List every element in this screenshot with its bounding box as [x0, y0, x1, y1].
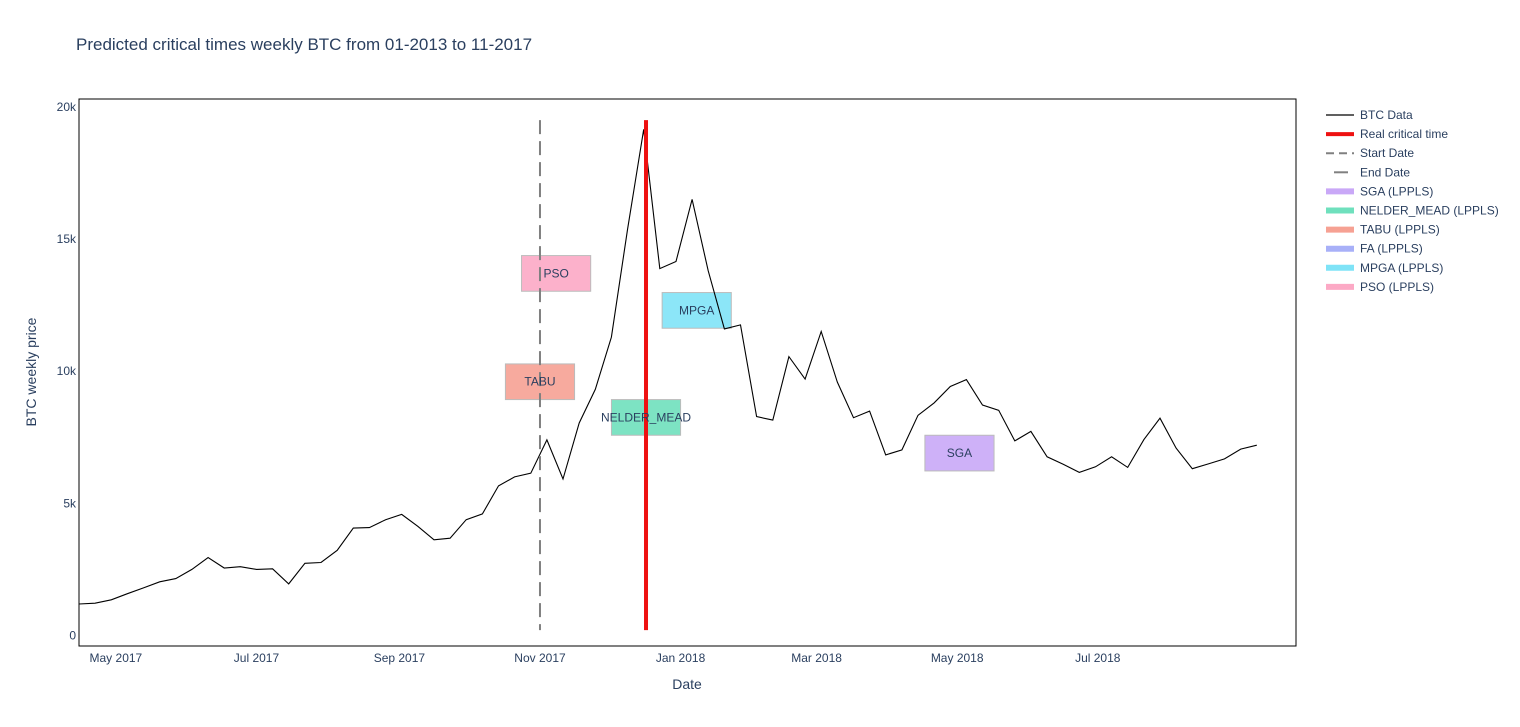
plot-frame — [78, 98, 1297, 647]
legend-item-mpga-lppls[interactable]: MPGA (LPPLS) — [1326, 261, 1443, 275]
series-line-btc-data — [78, 129, 1257, 605]
legend-label: MPGA (LPPLS) — [1360, 261, 1443, 275]
legend-label: PSO (LPPLS) — [1360, 280, 1434, 294]
legend-label: BTC Data — [1360, 108, 1413, 122]
x-tick-label: Jan 2018 — [656, 651, 706, 665]
x-tick-label: Sep 2017 — [374, 651, 426, 665]
legend-label: Real critical time — [1360, 127, 1448, 141]
legend[interactable]: BTC Data Real critical time Start Date End … — [1326, 108, 1499, 294]
y-tick-label: 20k — [57, 100, 77, 114]
legend-item-end-date[interactable]: End Date — [1326, 165, 1410, 179]
y-axis-ticks: 0 5k 10k 15k 20k — [57, 100, 77, 643]
y-tick-label: 0 — [69, 628, 76, 642]
annotations-layer: SGA NELDER_MEAD TABU MPGA PSO — [524, 266, 972, 460]
prediction-box-pso — [521, 255, 592, 292]
legend-item-btc-data[interactable]: BTC Data — [1326, 108, 1413, 122]
x-tick-label: Jul 2018 — [1075, 651, 1121, 665]
prediction-label-tabu: TABU — [524, 375, 555, 389]
prediction-label-pso: PSO — [543, 266, 568, 280]
prediction-label-sga: SGA — [947, 446, 972, 460]
prediction-box-sga — [924, 434, 995, 472]
legend-label: TABU (LPPLS) — [1360, 223, 1440, 237]
legend-item-tabu-lppls[interactable]: TABU (LPPLS) — [1326, 223, 1440, 237]
series-layer — [78, 129, 1257, 605]
legend-item-fa-lppls[interactable]: FA (LPPLS) — [1326, 242, 1423, 256]
x-axis-title: Date — [672, 676, 702, 692]
legend-item-pso-lppls[interactable]: PSO (LPPLS) — [1326, 280, 1434, 294]
x-tick-label: May 2017 — [90, 651, 143, 665]
y-axis-title: BTC weekly price — [23, 317, 39, 426]
x-tick-label: Jul 2017 — [234, 651, 280, 665]
plot-area: SGA NELDER_MEAD TABU MPGA PSO — [78, 98, 1297, 647]
x-tick-label: May 2018 — [931, 651, 984, 665]
markers-layer — [538, 120, 649, 631]
legend-item-real-critical-time[interactable]: Real critical time — [1326, 127, 1448, 141]
y-tick-label: 10k — [57, 364, 77, 378]
chart-title: Predicted critical times weekly BTC from… — [76, 35, 532, 54]
legend-item-sga-lppls[interactable]: SGA (LPPLS) — [1326, 184, 1433, 198]
prediction-label-nelder-mead: NELDER_MEAD — [601, 410, 691, 424]
legend-item-nelder-mead-lppls[interactable]: NELDER_MEAD (LPPLS) — [1326, 204, 1499, 218]
legend-label: End Date — [1360, 165, 1410, 179]
prediction-label-mpga: MPGA — [679, 303, 714, 317]
legend-item-start-date[interactable]: Start Date — [1326, 146, 1414, 160]
x-tick-label: Mar 2018 — [791, 651, 842, 665]
legend-label: NELDER_MEAD (LPPLS) — [1360, 204, 1499, 218]
legend-label: Start Date — [1360, 146, 1414, 160]
legend-label: FA (LPPLS) — [1360, 242, 1423, 256]
x-tick-label: Nov 2017 — [514, 651, 566, 665]
y-tick-label: 5k — [63, 496, 77, 510]
y-tick-label: 15k — [57, 232, 77, 246]
x-axis-ticks: May 2017 Jul 2017 Sep 2017 Nov 2017 Jan 2018… — [90, 651, 1121, 665]
legend-label: SGA (LPPLS) — [1360, 184, 1433, 198]
